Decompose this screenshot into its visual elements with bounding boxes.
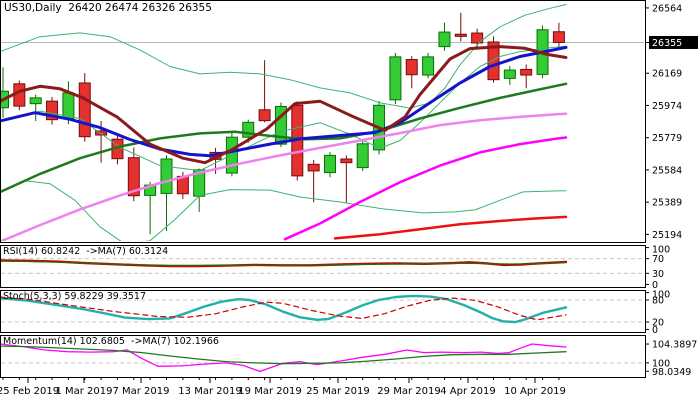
candle	[13, 80, 26, 111]
candle-body-bear	[340, 158, 353, 164]
price-axis-label: 25779	[652, 133, 682, 144]
time-axis-label: 25 Feb 2019	[0, 386, 59, 397]
candle	[78, 73, 91, 142]
candle-body-bear	[46, 100, 59, 121]
candle	[356, 139, 369, 171]
candle	[46, 97, 59, 125]
stochastic-indicator-label: Stoch(5,3,3) 59.8229 39.3517	[3, 291, 147, 302]
time-axis-label: 7 Mar 2019	[112, 386, 169, 397]
candle	[454, 12, 467, 42]
price-axis-label: 26169	[652, 69, 682, 80]
price-axis-label: 25389	[652, 198, 682, 209]
momentum-axis-label: 100	[652, 358, 670, 369]
indicator-line-stoch-k	[1, 294, 568, 324]
overlay-line-ma-plum-slow	[1, 112, 568, 241]
rsi-axis-label: 100	[652, 245, 670, 256]
candle-body-bull	[324, 154, 336, 174]
candle	[340, 155, 353, 204]
overlay-line-ma-darkgreen	[1, 82, 568, 194]
overlay-line-ma-maroon	[1, 45, 568, 165]
candle-body-bull	[356, 143, 369, 169]
time-axis-label: 19 Mar 2019	[238, 386, 301, 397]
candle-body-bull	[29, 97, 42, 105]
rsi-indicator-label: RSI(14) 60.8242 ->MA(7) 60.3124	[3, 246, 169, 257]
main-panel-frame	[0, 0, 646, 243]
candle-body-bull	[422, 56, 435, 76]
candle-body-bear	[487, 41, 500, 81]
candle	[307, 159, 320, 203]
candle-body-bull	[160, 158, 173, 194]
candle	[438, 22, 451, 51]
candle	[471, 28, 484, 47]
price-axis-label: 25974	[652, 101, 682, 112]
candle-body-bear	[471, 32, 484, 44]
candle	[160, 155, 173, 231]
candle-body-bear	[127, 157, 140, 197]
time-axis-label: 13 Mar 2019	[178, 386, 241, 397]
candle	[389, 52, 402, 105]
candle	[274, 102, 287, 148]
candle	[258, 60, 271, 123]
indicator-panel-frame-momentum	[0, 335, 646, 378]
indicator-line-rsi-ma	[1, 260, 567, 267]
price-axis-label: 26564	[652, 3, 682, 14]
candle	[520, 64, 533, 89]
rsi-axis-label: 30	[652, 269, 664, 280]
candle	[405, 56, 418, 89]
stochastic-axis-label: 20	[652, 318, 664, 329]
stochastic-axis-label: 80	[652, 295, 664, 306]
rsi-axis-label: 0	[652, 280, 658, 291]
time-axis-label: 1 Mar 2019	[55, 386, 112, 397]
candle	[503, 66, 516, 85]
candle	[29, 94, 42, 121]
momentum-indicator-label: Momentum(14) 102.6805 ->MA(7) 102.1966	[3, 336, 219, 347]
indicator-panel-frame-stochastic	[0, 290, 646, 333]
time-axis-label: 25 Mar 2019	[306, 386, 369, 397]
overlay-line-bollinger-middle	[1, 45, 567, 172]
current-price-tag	[649, 35, 698, 49]
price-axis-label: 25194	[652, 230, 682, 241]
candle-body-bull	[503, 69, 516, 79]
candle-body-bull	[438, 31, 451, 48]
candle-body-bull	[274, 105, 287, 145]
time-axis-label: 4 Apr 2019	[440, 386, 495, 397]
candle-body-bear	[454, 33, 467, 37]
candle-body-bull	[242, 121, 255, 138]
overlay-line-ma-magenta	[283, 136, 568, 241]
time-axis-label: 10 Apr 2019	[504, 386, 566, 397]
indicator-line-stoch-d	[1, 296, 567, 321]
price-axis-label: 25584	[652, 165, 682, 176]
stochastic-axis-label: 100	[652, 290, 670, 301]
candle-body-bear	[95, 130, 108, 136]
candle-body-bull	[389, 56, 402, 101]
overlay-line-bollinger-upper	[1, 4, 567, 109]
candle-body-bear	[552, 31, 565, 43]
indicator-line-momentum-main	[1, 343, 567, 373]
momentum-axis-label: 104.3897	[652, 340, 697, 351]
overlay-line-ma-red	[333, 215, 568, 240]
momentum-axis-label: 98.0349	[652, 367, 691, 378]
rsi-axis-label: 70	[652, 254, 664, 265]
candle-body-bear	[307, 163, 320, 172]
stochastic-axis-label: 0	[652, 325, 658, 336]
candle	[324, 152, 336, 178]
indicator-panel-frame-rsi	[0, 245, 646, 288]
candle-body-bull	[62, 92, 75, 120]
indicator-line-momentum-ma	[1, 345, 567, 365]
candle	[422, 52, 435, 79]
time-axis-label: 29 Mar 2019	[377, 386, 440, 397]
candle-body-bear	[78, 82, 91, 138]
current-price-tag-label: 26355	[652, 38, 682, 49]
overlay-line-ma-blue	[1, 45, 568, 158]
candle-body-bear	[520, 68, 533, 76]
candle-body-bear	[258, 109, 271, 122]
symbol-title-ohlc: US30,Daily 26420 26474 26326 26355	[4, 2, 212, 14]
candle-body-bear	[405, 59, 418, 76]
candle	[552, 22, 565, 48]
